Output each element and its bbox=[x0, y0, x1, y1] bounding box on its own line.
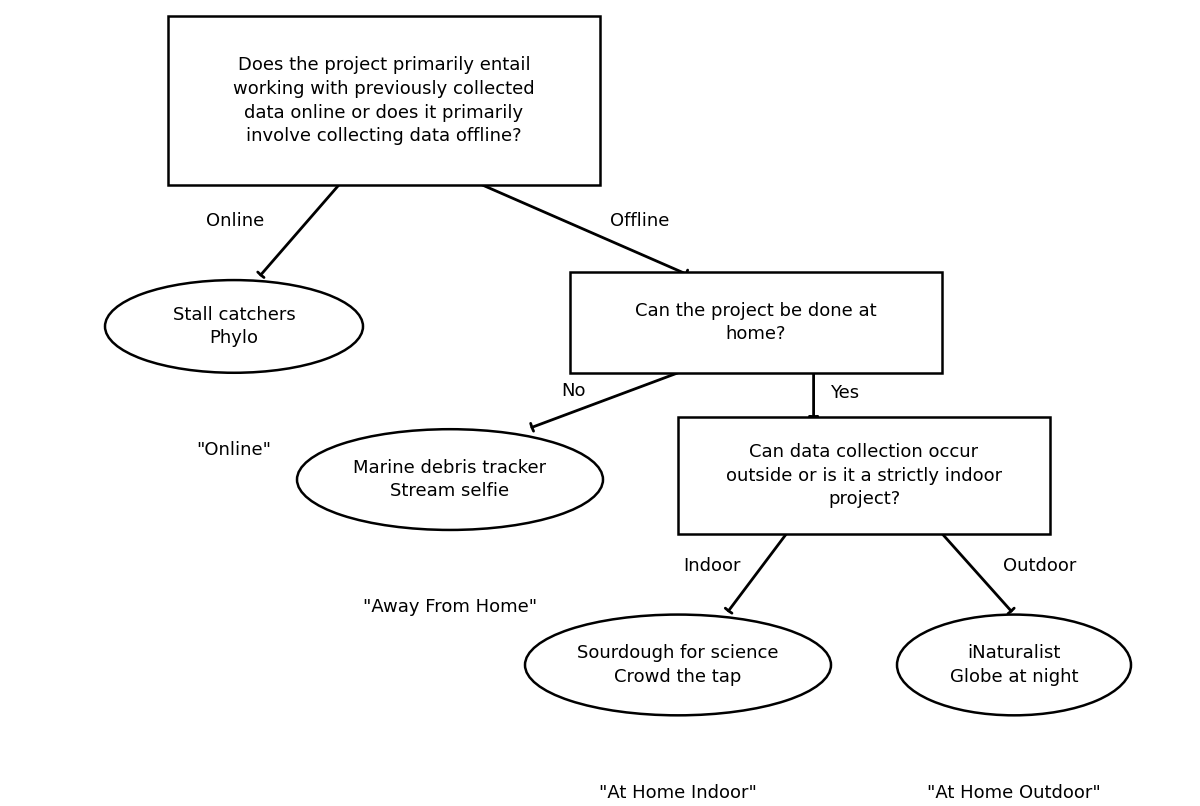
Text: Can data collection occur
outside or is it a strictly indoor
project?: Can data collection occur outside or is … bbox=[726, 443, 1002, 508]
Text: iNaturalist
Globe at night: iNaturalist Globe at night bbox=[949, 644, 1079, 686]
Text: No: No bbox=[562, 382, 586, 400]
Ellipse shape bbox=[524, 614, 830, 716]
Text: "Away From Home": "Away From Home" bbox=[362, 598, 538, 617]
Ellipse shape bbox=[106, 280, 364, 372]
Text: Sourdough for science
Crowd the tap: Sourdough for science Crowd the tap bbox=[577, 644, 779, 686]
Ellipse shape bbox=[898, 614, 1132, 716]
Text: Outdoor: Outdoor bbox=[1003, 557, 1076, 575]
Text: Yes: Yes bbox=[830, 384, 859, 402]
Text: "At Home Indoor": "At Home Indoor" bbox=[599, 783, 757, 802]
FancyBboxPatch shape bbox=[678, 418, 1050, 534]
FancyBboxPatch shape bbox=[168, 16, 600, 185]
Text: Marine debris tracker
Stream selfie: Marine debris tracker Stream selfie bbox=[354, 459, 546, 501]
Text: Does the project primarily entail
working with previously collected
data online : Does the project primarily entail workin… bbox=[233, 56, 535, 145]
Text: Can the project be done at
home?: Can the project be done at home? bbox=[635, 301, 877, 343]
Ellipse shape bbox=[298, 429, 604, 530]
FancyBboxPatch shape bbox=[570, 272, 942, 372]
Text: "At Home Outdoor": "At Home Outdoor" bbox=[928, 783, 1100, 802]
Text: Indoor: Indoor bbox=[683, 557, 740, 575]
Text: Offline: Offline bbox=[610, 212, 668, 230]
Text: Stall catchers
Phylo: Stall catchers Phylo bbox=[173, 305, 295, 347]
Text: "Online": "Online" bbox=[197, 442, 271, 459]
Text: Online: Online bbox=[205, 212, 264, 230]
